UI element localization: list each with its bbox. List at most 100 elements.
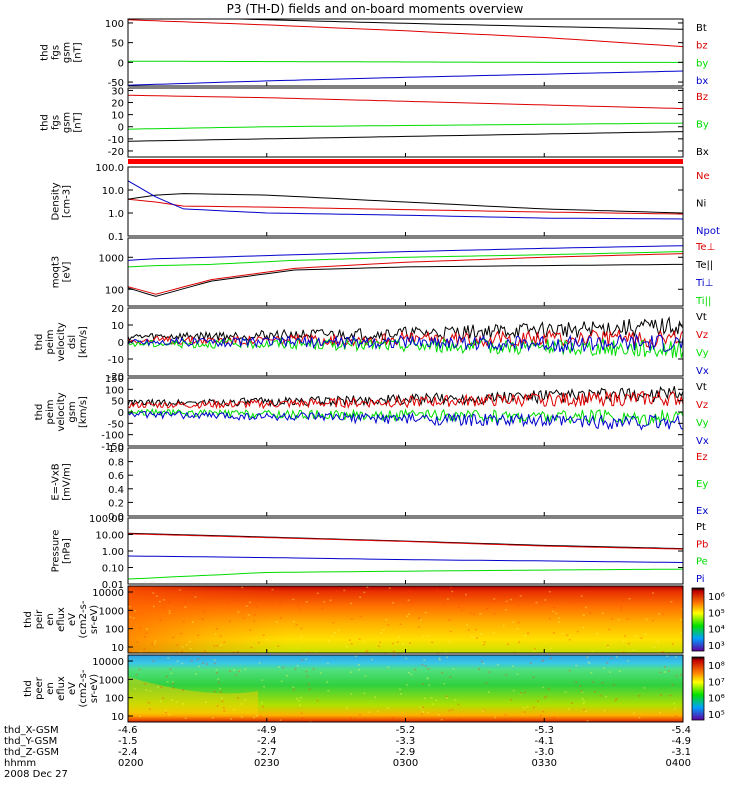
speckle — [488, 671, 491, 673]
speckle — [223, 710, 226, 712]
x-axis-value: -1.5 — [118, 736, 138, 747]
speckle — [457, 703, 460, 706]
speckle — [262, 705, 264, 708]
x-axis-value: -5.4 — [671, 725, 691, 736]
speckle — [380, 631, 383, 634]
speckle — [630, 719, 633, 721]
speckle — [440, 719, 443, 721]
speckle — [253, 613, 256, 616]
speckle — [165, 675, 168, 678]
y-axis-label: en — [45, 682, 56, 695]
speckle — [618, 670, 621, 672]
speckle — [350, 671, 353, 673]
speckle — [582, 626, 585, 629]
speckle — [128, 606, 131, 608]
series-line-Ti|| — [127, 251, 684, 268]
speckle — [366, 649, 369, 652]
speckle — [346, 707, 349, 710]
spectrogram-overlay — [128, 586, 288, 653]
data-quality-flag-bar — [128, 159, 683, 164]
speckle — [301, 717, 304, 719]
y-tick-label: -10 — [108, 355, 124, 366]
legend-entry: Ez — [696, 452, 708, 463]
speckle — [231, 599, 234, 602]
speckle — [582, 702, 585, 705]
speckle — [197, 599, 200, 601]
speckle — [359, 615, 362, 618]
speckle — [483, 641, 486, 643]
speckle — [378, 645, 380, 647]
speckle — [168, 601, 171, 603]
speckle — [181, 662, 184, 665]
x-axis-row-label: thd_Y-GSM — [4, 736, 57, 747]
speckle — [658, 712, 661, 714]
speckle — [601, 612, 604, 615]
speckle — [197, 634, 200, 636]
speckle — [292, 598, 295, 601]
colorbar-tick-label: 10³ — [708, 641, 725, 652]
speckle — [227, 601, 230, 604]
speckle — [244, 668, 247, 670]
speckle — [178, 589, 181, 591]
panel-1: 100 50 0 -50 Bt bz by bx thd fgs gsm [nT] — [40, 18, 708, 89]
speckle — [585, 656, 588, 658]
speckle — [505, 600, 508, 603]
speckle — [571, 702, 573, 704]
speckle — [589, 591, 592, 593]
speckle — [213, 659, 216, 661]
y-tick-label: 150 — [105, 374, 124, 385]
panel-3: 100.0 10.0 1.0 0.1 Ne Ni Npot Density [cm-3] — [51, 163, 720, 243]
y-axis-label: gsm — [62, 112, 73, 133]
speckle — [216, 672, 219, 674]
panel-9: 10⁶ 10⁵ 10⁴ 10³ 10000 1000 100 10 thd peir en eflux… — [23, 585, 725, 655]
speckle — [544, 599, 547, 601]
speckle — [386, 707, 389, 709]
speckle — [144, 683, 147, 685]
speckle — [494, 599, 497, 602]
speckle — [201, 618, 204, 620]
y-axis-label: gsm — [67, 401, 78, 422]
speckle — [673, 702, 675, 705]
speckle — [439, 591, 442, 593]
y-tick-label: 100.0 — [95, 163, 124, 174]
speckle — [201, 662, 204, 664]
x-axis-row-label: thd_X-GSM — [4, 725, 59, 736]
x-axis-value: -4.9 — [671, 736, 691, 747]
speckle — [640, 637, 643, 639]
x-axis-value: -4.1 — [534, 736, 554, 747]
speckle — [446, 697, 448, 699]
series-line-Vy — [127, 337, 684, 358]
speckle — [295, 647, 298, 649]
series-line-Vz — [127, 390, 684, 410]
speckle — [602, 667, 605, 669]
speckle — [171, 699, 174, 701]
speckle — [541, 660, 544, 662]
y-axis-label: peim — [45, 329, 56, 354]
speckle — [473, 636, 476, 639]
speckle — [592, 681, 595, 683]
speckle — [257, 641, 260, 644]
speckle — [427, 668, 430, 670]
x-axis-value: -5.3 — [534, 725, 554, 736]
speckle — [263, 686, 266, 688]
y-axis-label: thd — [23, 611, 34, 628]
speckle — [519, 693, 522, 695]
panel-frame — [127, 517, 684, 585]
speckle — [159, 700, 162, 703]
speckle — [170, 672, 173, 675]
y-tick-label: 100 — [105, 385, 124, 396]
speckle — [238, 670, 241, 672]
legend-entry: Pb — [696, 539, 708, 550]
speckle — [299, 696, 302, 699]
series-line-Ne — [127, 198, 684, 215]
speckle — [172, 687, 175, 689]
speckle — [255, 714, 258, 717]
x-axis-value: -3.3 — [396, 736, 416, 747]
speckle — [441, 671, 444, 674]
speckle — [172, 636, 175, 639]
speckle — [148, 708, 151, 710]
y-axis-label: peim — [45, 399, 56, 424]
speckle — [195, 673, 198, 675]
speckle — [680, 619, 682, 621]
speckle — [292, 686, 295, 688]
